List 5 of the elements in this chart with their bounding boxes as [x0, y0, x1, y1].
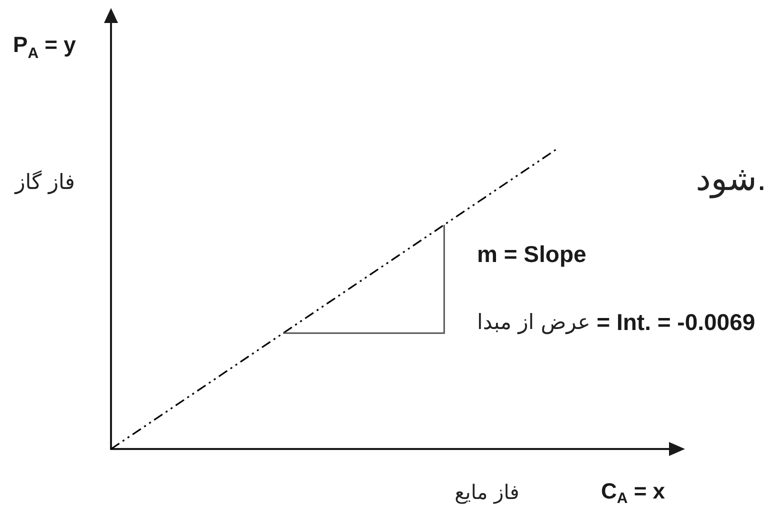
text: فاز مایع: [454, 480, 520, 504]
y-axis-title: P$_{A}$ = y: [13, 32, 77, 62]
text: فاز گاز: [14, 170, 75, 195]
text: شود.: [696, 159, 766, 199]
annotation: m = Slope: [477, 241, 586, 267]
